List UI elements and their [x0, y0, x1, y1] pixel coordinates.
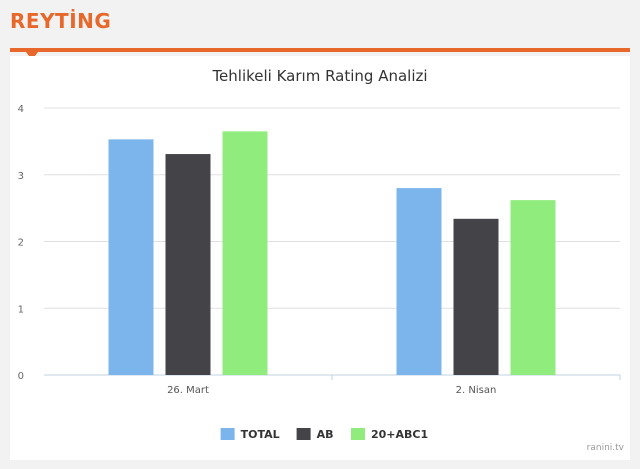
legend-swatch — [220, 428, 235, 440]
legend-item[interactable]: 20+ABC1 — [371, 428, 428, 441]
y-tick-label: 2 — [18, 238, 24, 249]
legend-swatch — [351, 428, 365, 440]
y-tick-label: 3 — [18, 171, 24, 182]
bar-20-abc1-2[interactable] — [510, 200, 556, 375]
section-title: REYTİNG — [10, 9, 112, 33]
watermark: ranini.tv — [586, 443, 624, 453]
chart-title: Tehlikeli Karım Rating Analizi — [211, 67, 427, 85]
bar-20-abc1-1[interactable] — [222, 131, 268, 375]
accent-divider — [10, 48, 630, 52]
y-axis: 0 1 2 3 4 — [18, 104, 24, 382]
legend-swatch — [296, 428, 311, 440]
y-tick-label: 4 — [18, 104, 24, 115]
x-axis: 26. Mart 2. Nisan — [167, 375, 621, 396]
bar-total-1[interactable] — [108, 139, 154, 375]
header: REYTİNG — [0, 0, 640, 60]
legend-item[interactable]: TOTAL — [241, 428, 280, 441]
y-tick-label: 1 — [18, 304, 24, 315]
chart-legend: TOTAL AB 20+ABC1 — [220, 428, 428, 441]
x-tick-label: 2. Nisan — [456, 385, 497, 396]
bar-ab-1[interactable] — [165, 154, 211, 375]
bar-ab-2[interactable] — [453, 218, 499, 375]
x-tick-label: 26. Mart — [167, 385, 209, 396]
chart-bars — [108, 131, 556, 375]
legend-item[interactable]: AB — [317, 428, 334, 441]
y-tick-label: 0 — [18, 371, 24, 382]
bar-total-2[interactable] — [396, 188, 442, 375]
